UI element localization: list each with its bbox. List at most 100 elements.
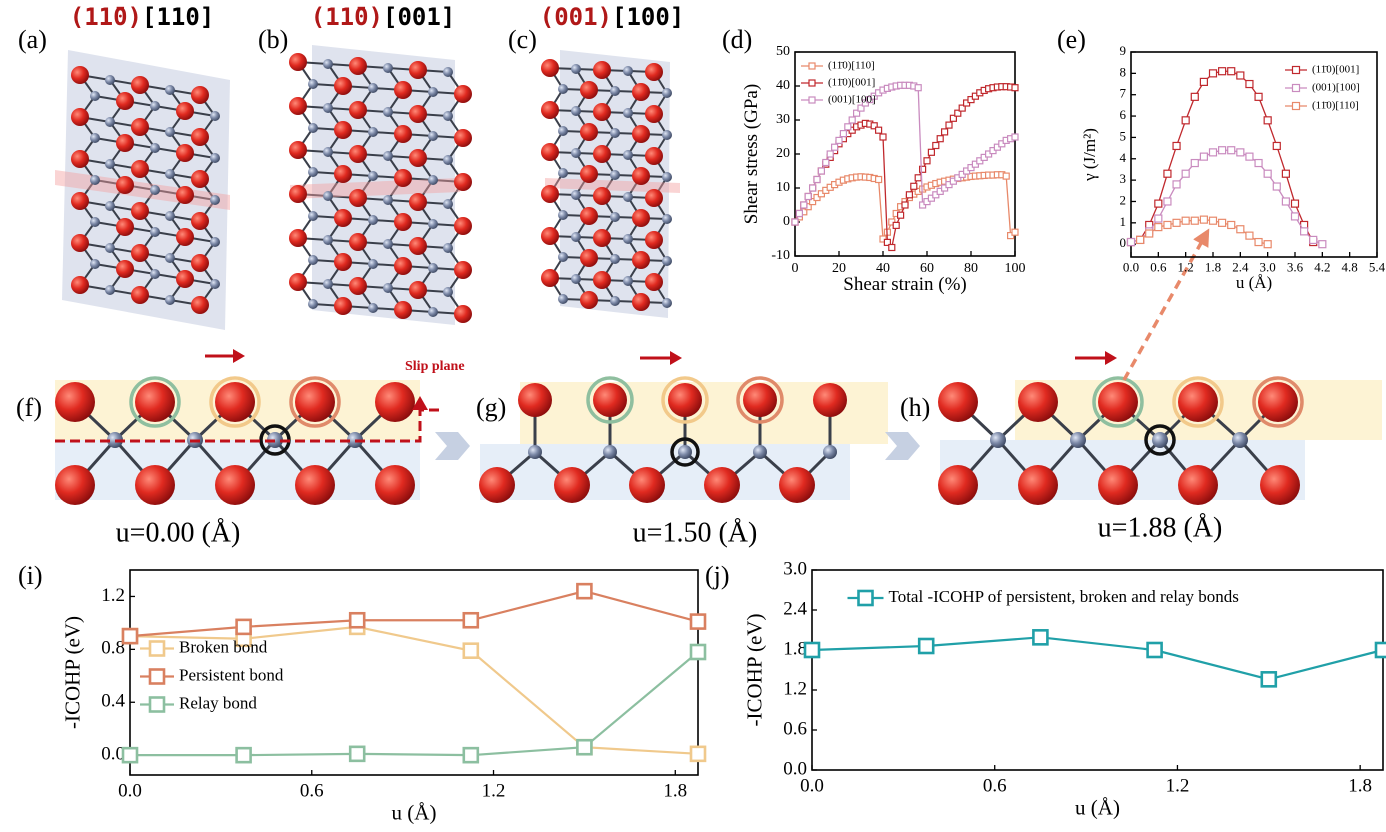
metal-atom	[383, 239, 393, 249]
o-atom	[1178, 382, 1218, 422]
data-point	[1208, 216, 1218, 225]
metal-atom	[368, 259, 378, 269]
data-point	[826, 150, 834, 158]
x-tick-label: 2.4	[1232, 260, 1249, 275]
data-point	[1374, 641, 1386, 659]
o-atom	[554, 467, 590, 503]
y-axis-label: -ICOHP (eV)	[742, 614, 766, 727]
metal-atom	[558, 84, 568, 94]
metal-atom	[558, 126, 568, 136]
o-atom	[191, 170, 209, 188]
legend-label: (001)[100]	[828, 94, 876, 106]
x-tick-label: 1.8	[663, 780, 687, 801]
metal-atom	[610, 254, 620, 264]
highlight-ring	[289, 376, 341, 428]
metal-atom	[368, 171, 378, 181]
metal-atom	[571, 148, 581, 158]
x-tick-label: 1.8	[1205, 260, 1221, 275]
slip-arrow-head	[412, 396, 428, 410]
data-point	[1145, 229, 1154, 238]
o-atom	[1018, 465, 1058, 505]
y-tick-label: 1.2	[101, 585, 125, 606]
o-atom	[593, 271, 611, 289]
data-point	[1254, 237, 1263, 247]
data-point	[1011, 228, 1019, 236]
metal-atom	[368, 127, 378, 137]
y-tick-label: 4	[1120, 150, 1127, 165]
legend-marker	[1291, 65, 1301, 75]
data-point	[1218, 218, 1227, 227]
metal-atom	[90, 217, 100, 227]
legend-label: (11̄0)[110]	[1312, 100, 1359, 112]
structure-title: (11̄0)[001]	[311, 3, 456, 31]
data-point	[879, 133, 887, 141]
metal-atom	[662, 172, 672, 182]
panel-label: (g)	[476, 393, 506, 422]
metal-atom	[662, 130, 672, 140]
data-point	[1254, 158, 1263, 168]
y-tick-label: 40	[776, 78, 790, 93]
x-axis-label: u (Å)	[392, 801, 437, 825]
highlight-ring	[661, 376, 709, 424]
metal-atom	[323, 103, 333, 113]
data-point	[121, 627, 139, 645]
metal-atom	[443, 199, 453, 209]
x-tick-label: 1.2	[1166, 775, 1190, 796]
metal-atom	[428, 87, 438, 97]
x-tick-label: 40	[876, 261, 890, 276]
o-atom	[632, 83, 650, 101]
series-line	[129, 625, 699, 755]
direction: [110]	[142, 3, 214, 31]
o-atom	[938, 382, 978, 422]
o-atom	[375, 465, 415, 505]
data-point	[1236, 148, 1245, 157]
o-atom	[215, 382, 255, 422]
y-tick-label: 8	[1120, 64, 1127, 79]
panel-label: (f)	[16, 393, 42, 422]
y-tick-label: 10	[776, 180, 790, 195]
y-axis-label: Shear stress (GPa)	[741, 84, 762, 224]
chart: (i) 0.0 0.6 1.2 1.8 0.0 0.4 0.8 1.2 u (Å) -ICOHP (…	[18, 561, 707, 825]
direction: [100]	[612, 3, 684, 31]
data-point	[576, 738, 593, 756]
legend-marker	[808, 62, 816, 70]
chart: (e) 0.0 0.6 1.2 1.8 2.4 3.0 3.6 4.2 4.8 5.4 0 1 2 3 4 5 6…	[1057, 25, 1386, 292]
highlight-ring	[1144, 424, 1176, 456]
o-atom	[349, 189, 367, 207]
data-point	[949, 114, 958, 122]
data-point	[1011, 84, 1019, 92]
y-tick-label: 5	[1120, 128, 1127, 143]
o-atom	[632, 125, 650, 143]
shear-arrow-head	[233, 349, 245, 363]
o-atom	[409, 281, 427, 299]
metal-atom	[623, 276, 633, 286]
o-atom	[289, 273, 307, 291]
metal-atom	[383, 107, 393, 117]
o-atom	[541, 143, 559, 161]
data-point	[1172, 180, 1181, 189]
metal-atom	[210, 153, 220, 163]
data-point	[1181, 216, 1190, 225]
shear-arrow-head	[670, 351, 682, 365]
o-atom	[593, 103, 611, 121]
o-atom	[191, 254, 209, 272]
data-point	[914, 174, 922, 182]
metal-atom	[308, 167, 318, 177]
o-atom	[454, 305, 472, 323]
metal-atom	[603, 445, 617, 459]
legend-marker	[148, 668, 166, 685]
data-point	[348, 611, 366, 629]
chart: (j) 0.0 0.6 1.2 1.8 0.0 0.6 1.2 1.8 2.4 3.0 u (Å) -I…	[705, 558, 1386, 820]
data-point	[1154, 199, 1163, 208]
o-atom	[409, 237, 427, 255]
metal-atom	[662, 256, 672, 266]
o-atom	[176, 144, 194, 162]
metal-atom	[368, 83, 378, 93]
y-tick-label: 3	[1120, 171, 1127, 186]
data-point	[910, 182, 918, 190]
o-atom	[295, 382, 335, 422]
o-atom	[541, 269, 559, 287]
o-atom	[454, 129, 472, 147]
data-point	[1126, 237, 1136, 247]
o-atom	[645, 189, 663, 207]
